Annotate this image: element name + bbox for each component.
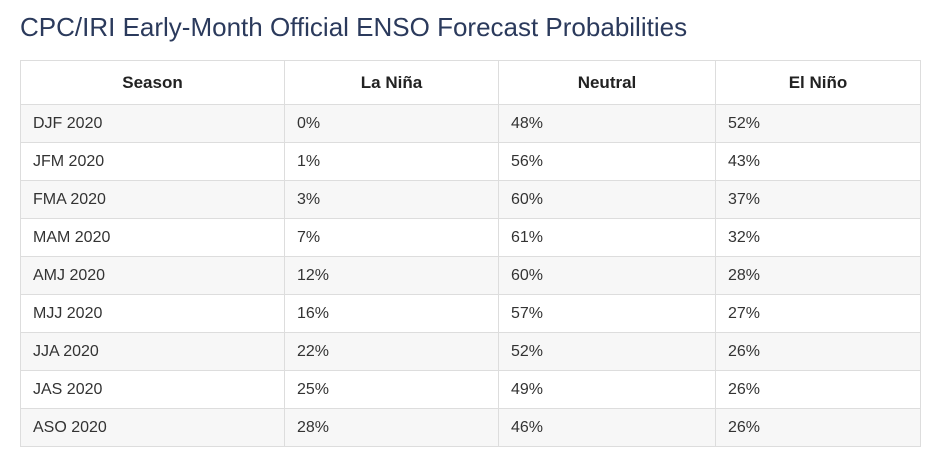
cell-season: JFM 2020 bbox=[20, 142, 285, 181]
table-row: AMJ 2020 12% 60% 28% bbox=[20, 256, 921, 295]
cell-el-nino: 28% bbox=[715, 256, 921, 295]
cell-neutral: 60% bbox=[498, 180, 716, 219]
cell-neutral: 57% bbox=[498, 294, 716, 333]
cell-el-nino: 26% bbox=[715, 332, 921, 371]
table-row: JJA 2020 22% 52% 26% bbox=[20, 332, 921, 371]
cell-neutral: 56% bbox=[498, 142, 716, 181]
cell-neutral: 46% bbox=[498, 408, 716, 447]
cell-la-nina: 1% bbox=[284, 142, 499, 181]
cell-el-nino: 37% bbox=[715, 180, 921, 219]
cell-neutral: 48% bbox=[498, 104, 716, 143]
cell-el-nino: 26% bbox=[715, 408, 921, 447]
cell-neutral: 52% bbox=[498, 332, 716, 371]
cell-la-nina: 12% bbox=[284, 256, 499, 295]
cell-la-nina: 25% bbox=[284, 370, 499, 409]
cell-la-nina: 28% bbox=[284, 408, 499, 447]
cell-season: DJF 2020 bbox=[20, 104, 285, 143]
header-season: Season bbox=[20, 60, 285, 105]
cell-neutral: 60% bbox=[498, 256, 716, 295]
table-row: JFM 2020 1% 56% 43% bbox=[20, 142, 921, 181]
cell-el-nino: 43% bbox=[715, 142, 921, 181]
cell-season: JAS 2020 bbox=[20, 370, 285, 409]
cell-el-nino: 32% bbox=[715, 218, 921, 257]
cell-season: AMJ 2020 bbox=[20, 256, 285, 295]
header-la-nina: La Niña bbox=[284, 60, 499, 105]
header-neutral: Neutral bbox=[498, 60, 716, 105]
cell-la-nina: 7% bbox=[284, 218, 499, 257]
table-row: MJJ 2020 16% 57% 27% bbox=[20, 294, 921, 333]
cell-season: ASO 2020 bbox=[20, 408, 285, 447]
cell-la-nina: 22% bbox=[284, 332, 499, 371]
forecast-table: Season La Niña Neutral El Niño DJF 2020 … bbox=[20, 60, 921, 447]
cell-el-nino: 52% bbox=[715, 104, 921, 143]
cell-season: MAM 2020 bbox=[20, 218, 285, 257]
cell-la-nina: 16% bbox=[284, 294, 499, 333]
header-el-nino: El Niño bbox=[715, 60, 921, 105]
table-row: MAM 2020 7% 61% 32% bbox=[20, 218, 921, 257]
cell-season: JJA 2020 bbox=[20, 332, 285, 371]
table-row: FMA 2020 3% 60% 37% bbox=[20, 180, 921, 219]
table-row: ASO 2020 28% 46% 26% bbox=[20, 408, 921, 447]
cell-el-nino: 26% bbox=[715, 370, 921, 409]
cell-la-nina: 0% bbox=[284, 104, 499, 143]
table-row: DJF 2020 0% 48% 52% bbox=[20, 104, 921, 143]
cell-el-nino: 27% bbox=[715, 294, 921, 333]
table-row: JAS 2020 25% 49% 26% bbox=[20, 370, 921, 409]
cell-season: FMA 2020 bbox=[20, 180, 285, 219]
cell-neutral: 61% bbox=[498, 218, 716, 257]
page-title: CPC/IRI Early-Month Official ENSO Foreca… bbox=[20, 12, 688, 42]
cell-season: MJJ 2020 bbox=[20, 294, 285, 333]
cell-neutral: 49% bbox=[498, 370, 716, 409]
cell-la-nina: 3% bbox=[284, 180, 499, 219]
table-header-row: Season La Niña Neutral El Niño bbox=[20, 60, 921, 105]
